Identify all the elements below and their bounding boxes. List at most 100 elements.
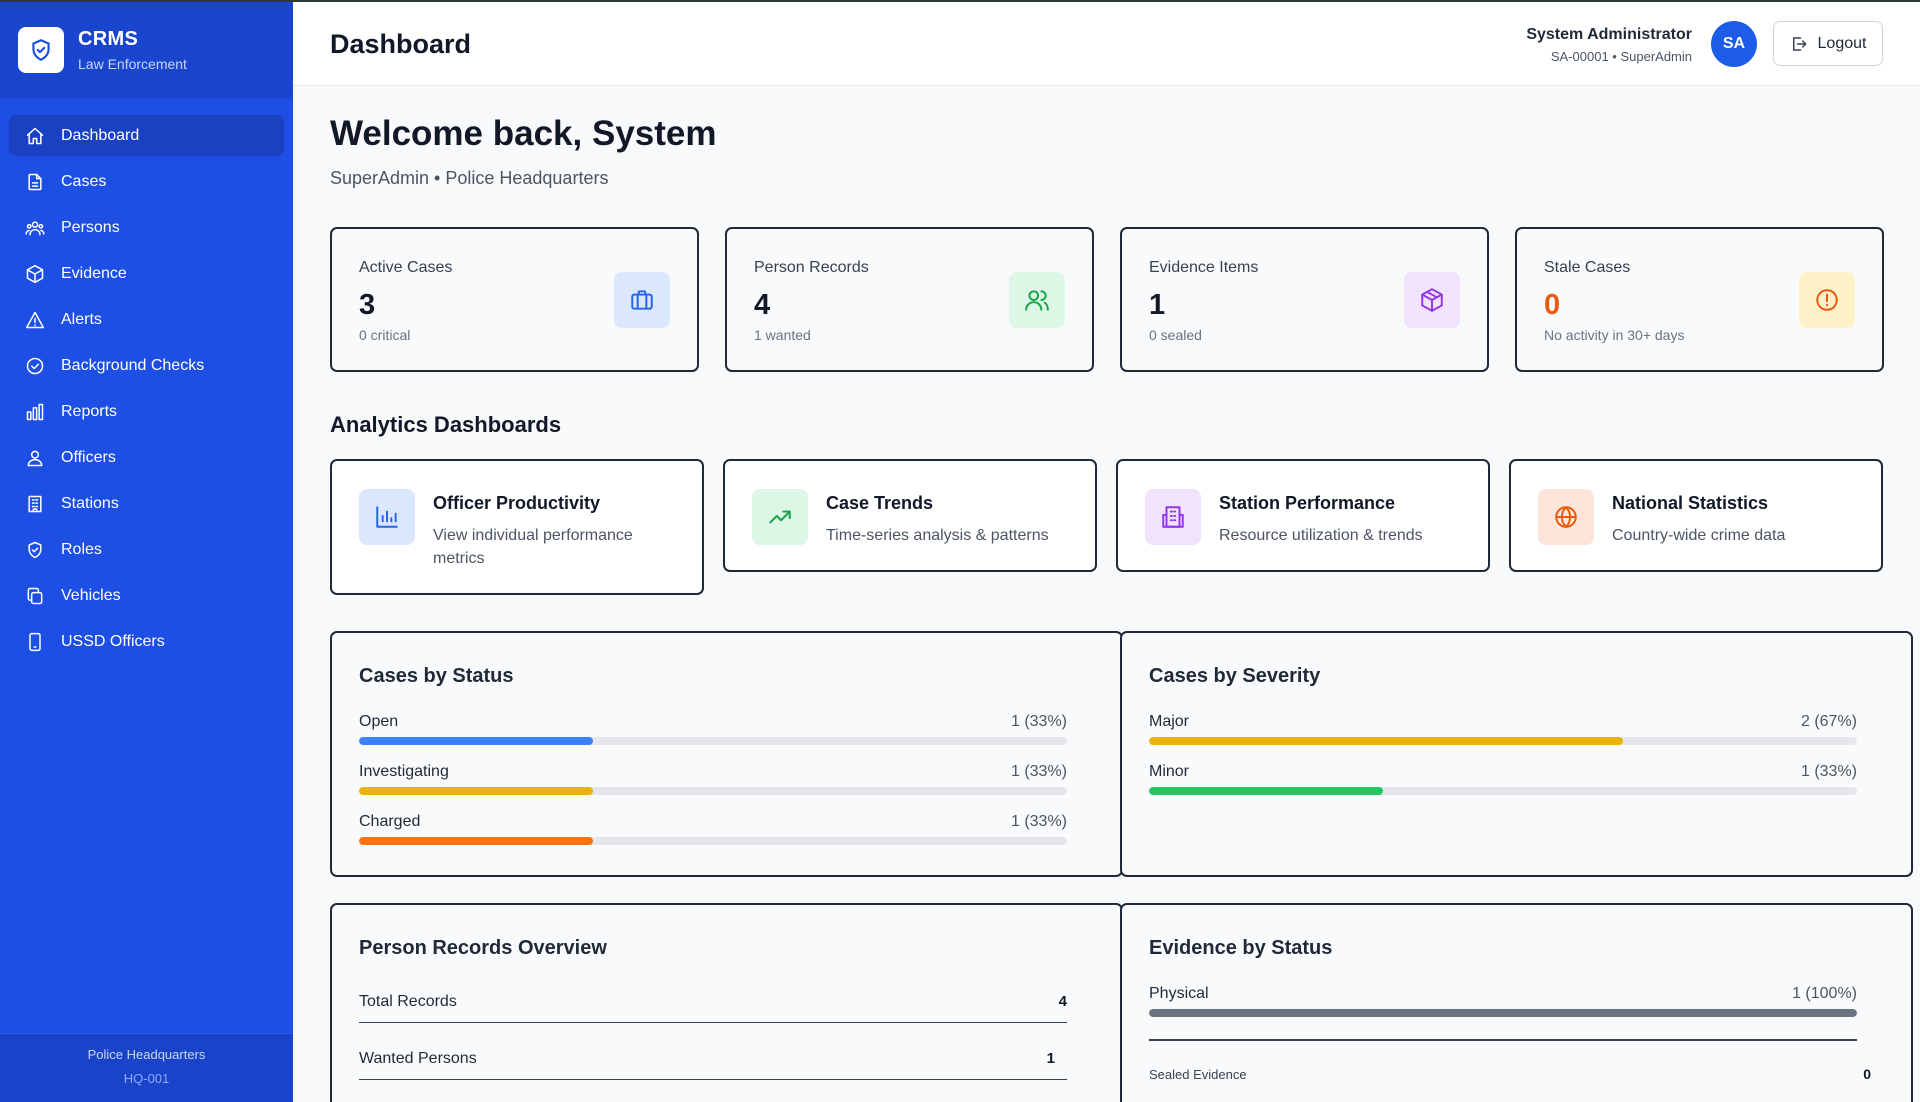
kv-value: 1: [1046, 1050, 1055, 1067]
kv-value: 4: [1058, 993, 1067, 1010]
sidebar-item-label: Persons: [61, 218, 120, 236]
analytics-card-officer-productivity[interactable]: Officer Productivity View individual per…: [330, 459, 704, 595]
sidebar-item-reports[interactable]: Reports: [9, 391, 284, 432]
stat-card-stale-cases[interactable]: Stale Cases 0 No activity in 30+ days: [1515, 227, 1884, 372]
stat-value: 0: [1544, 289, 1561, 321]
divider: [1149, 1039, 1857, 1041]
trending-up-icon: [752, 489, 808, 545]
alert-circle-icon: [1799, 272, 1855, 328]
bar-fill: [1149, 787, 1383, 795]
kv-label: Total Records: [359, 993, 457, 1010]
top-header: Dashboard System Administrator SA-00001 …: [293, 2, 1920, 86]
stat-label: Evidence Items: [1149, 259, 1259, 276]
stat-card-person-records[interactable]: Person Records 4 1 wanted: [725, 227, 1094, 372]
bar-track: [1149, 787, 1857, 795]
bar-label: Major: [1149, 713, 1190, 730]
analytics-card-national-statistics[interactable]: National Statistics Country-wide crime d…: [1509, 459, 1883, 572]
sidebar-item-officers[interactable]: Officers: [9, 437, 284, 478]
users-icon: [1009, 272, 1065, 328]
file-icon: [24, 171, 46, 193]
stat-note: 0 critical: [359, 327, 411, 343]
sidebar-item-label: Evidence: [61, 264, 127, 282]
stat-label: Active Cases: [359, 259, 453, 276]
evidence-row-physical: Physical 1 (100%): [1149, 985, 1857, 1017]
sidebar-item-label: Roles: [61, 540, 102, 558]
logout-button[interactable]: Logout: [1773, 21, 1883, 66]
sidebar-item-label: Vehicles: [61, 586, 121, 604]
check-circle-icon: [24, 355, 46, 377]
sidebar-item-cases[interactable]: Cases: [9, 161, 284, 202]
user-info: System Administrator SA-00001 • SuperAdm…: [1526, 26, 1692, 64]
panel-title: Person Records Overview: [359, 937, 607, 959]
status-row-charged: Charged 1 (33%): [359, 813, 1067, 845]
sidebar-item-background-checks[interactable]: Background Checks: [9, 345, 284, 386]
analytics-card-title: National Statistics: [1612, 493, 1769, 513]
bar-fill: [1149, 737, 1624, 745]
bar-label: Investigating: [359, 763, 449, 780]
logout-icon: [1792, 36, 1807, 51]
warning-icon: [24, 309, 46, 331]
bar-fill: [359, 837, 593, 845]
stat-card-active-cases[interactable]: Active Cases 3 0 critical: [330, 227, 699, 372]
sealed-evidence-label: Sealed Evidence: [1149, 1067, 1247, 1082]
bar-label: Charged: [359, 813, 421, 830]
analytics-card-station-performance[interactable]: Station Performance Resource utilization…: [1116, 459, 1490, 572]
bar-value: 1 (33%): [1800, 763, 1857, 780]
stat-value: 4: [754, 289, 771, 321]
analytics-card-desc: Resource utilization & trends: [1219, 527, 1423, 544]
main-content: Welcome back, System SuperAdmin • Police…: [293, 86, 1920, 1102]
bar-track: [359, 837, 1067, 845]
sidebar-item-roles[interactable]: Roles: [9, 529, 284, 570]
status-row-open: Open 1 (33%): [359, 713, 1067, 745]
analytics-card-desc: Time-series analysis & patterns: [826, 527, 1049, 544]
sidebar-nav: Dashboard Cases Persons Evidence Alerts …: [0, 99, 293, 662]
sidebar-item-dashboard[interactable]: Dashboard: [9, 115, 284, 156]
panel-cases-by-severity: Cases by Severity Major 2 (67%) Minor 1 …: [1120, 631, 1913, 877]
bar-track: [1149, 1009, 1857, 1017]
panel-cases-by-status: Cases by Status Open 1 (33%) Investigati…: [330, 631, 1123, 877]
bar-track: [1149, 737, 1857, 745]
stat-label: Person Records: [754, 259, 869, 276]
analytics-card-title: Station Performance: [1219, 493, 1396, 513]
top-border: [0, 0, 1920, 2]
sidebar-item-stations[interactable]: Stations: [9, 483, 284, 524]
logout-label: Logout: [1817, 34, 1867, 52]
avatar[interactable]: SA: [1711, 21, 1757, 67]
panel-person-records-overview: Person Records Overview Total Records 4 …: [330, 903, 1123, 1102]
user-name: System Administrator: [1526, 26, 1692, 43]
kv-row-total-records: Total Records 4: [359, 987, 1067, 1023]
analytics-card-title: Officer Productivity: [433, 493, 601, 513]
sidebar-item-vehicles[interactable]: Vehicles: [9, 575, 284, 616]
station-name: Police Headquarters: [87, 1047, 206, 1062]
welcome-subtitle: SuperAdmin • Police Headquarters: [330, 168, 609, 188]
bar-fill: [359, 737, 593, 745]
kv-row-wanted-persons: Wanted Persons 1: [359, 1044, 1067, 1080]
bar-value: 1 (33%): [1010, 763, 1067, 780]
bar-fill: [359, 787, 593, 795]
panel-evidence-by-status: Evidence by Status Physical 1 (100%) Sea…: [1120, 903, 1913, 1102]
sidebar-footer: Police Headquarters HQ-001: [0, 1033, 293, 1102]
sidebar-item-label: Background Checks: [61, 356, 205, 374]
analytics-card-case-trends[interactable]: Case Trends Time-series analysis & patte…: [723, 459, 1097, 572]
shield-icon: [24, 539, 46, 561]
sidebar-item-alerts[interactable]: Alerts: [9, 299, 284, 340]
users-icon: [24, 217, 46, 239]
sidebar-item-label: Reports: [61, 402, 118, 420]
box-icon: [24, 263, 46, 285]
status-row-investigating: Investigating 1 (33%): [359, 763, 1067, 795]
stat-card-evidence-items[interactable]: Evidence Items 1 0 sealed: [1120, 227, 1489, 372]
panel-title: Evidence by Status: [1149, 937, 1333, 959]
stat-value: 1: [1149, 289, 1166, 321]
globe-icon: [1538, 489, 1594, 545]
sidebar-item-label: Alerts: [61, 310, 102, 328]
welcome-title: Welcome back, System: [330, 114, 717, 153]
sidebar-item-ussd-officers[interactable]: USSD Officers: [9, 621, 284, 662]
sidebar-item-label: Stations: [61, 494, 119, 512]
building-icon: [24, 493, 46, 515]
box-icon: [1404, 272, 1460, 328]
sidebar-item-evidence[interactable]: Evidence: [9, 253, 284, 294]
sidebar-item-persons[interactable]: Persons: [9, 207, 284, 248]
bar-value: 1 (33%): [1010, 813, 1067, 830]
bar-value: 1 (33%): [1010, 713, 1067, 730]
copy-icon: [24, 585, 46, 607]
